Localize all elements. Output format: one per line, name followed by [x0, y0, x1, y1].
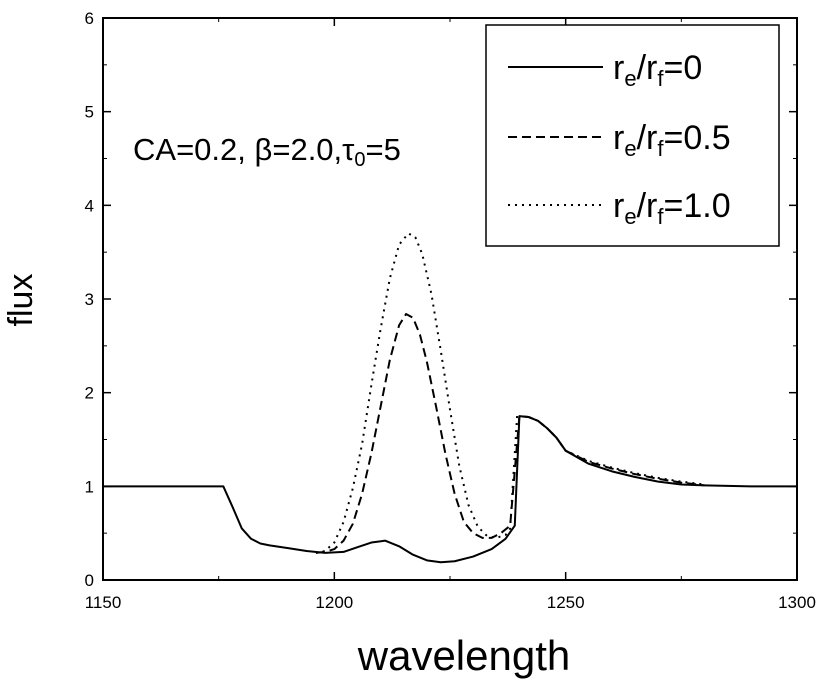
- y-tick-label: 5: [85, 103, 94, 122]
- series-line-dotted: [315, 232, 705, 554]
- y-tick-label: 6: [85, 9, 94, 28]
- x-tick-label: 1150: [85, 593, 122, 612]
- tick-layer: 0 1 2 3 4 5 6 1150 1200 1250 1300: [85, 9, 816, 612]
- annotation-beta: β: [255, 132, 273, 167]
- parameter-annotation: CA=0.2, β=2.0,τ0=5: [133, 132, 401, 171]
- series-line-solid: [103, 415, 797, 564]
- y-tick-label: 2: [85, 384, 94, 403]
- legend-label-0: re/rf=0: [613, 49, 702, 91]
- legend-label-2: re/rf=1.0: [613, 187, 731, 229]
- y-tick-label: 1: [85, 477, 94, 496]
- x-tick-label: 1300: [778, 593, 816, 612]
- series-layer: [103, 232, 797, 564]
- legend-label-1: re/rf=0.5: [613, 119, 731, 161]
- annotation-prefix: CA=0.2,: [133, 132, 255, 167]
- legend-box: [485, 24, 780, 247]
- x-axis-title: wavelength: [357, 632, 570, 679]
- annotation-tau-subscript: 0: [354, 149, 365, 171]
- y-tick-label: 3: [85, 290, 94, 309]
- y-tick-label: 0: [85, 571, 94, 590]
- y-axis-title: flux: [2, 274, 40, 327]
- x-tick-label: 1200: [315, 593, 353, 612]
- annotation-tau: τ: [342, 132, 354, 167]
- annotation-middle: =2.0,: [272, 132, 342, 167]
- annotation-suffix: =5: [366, 132, 401, 167]
- series-line-dashed: [315, 312, 705, 554]
- x-tick-label: 1250: [547, 593, 585, 612]
- legend: re/rf=0 re/rf=0.5 re/rf=1.0: [485, 24, 780, 247]
- y-tick-label: 4: [85, 196, 94, 215]
